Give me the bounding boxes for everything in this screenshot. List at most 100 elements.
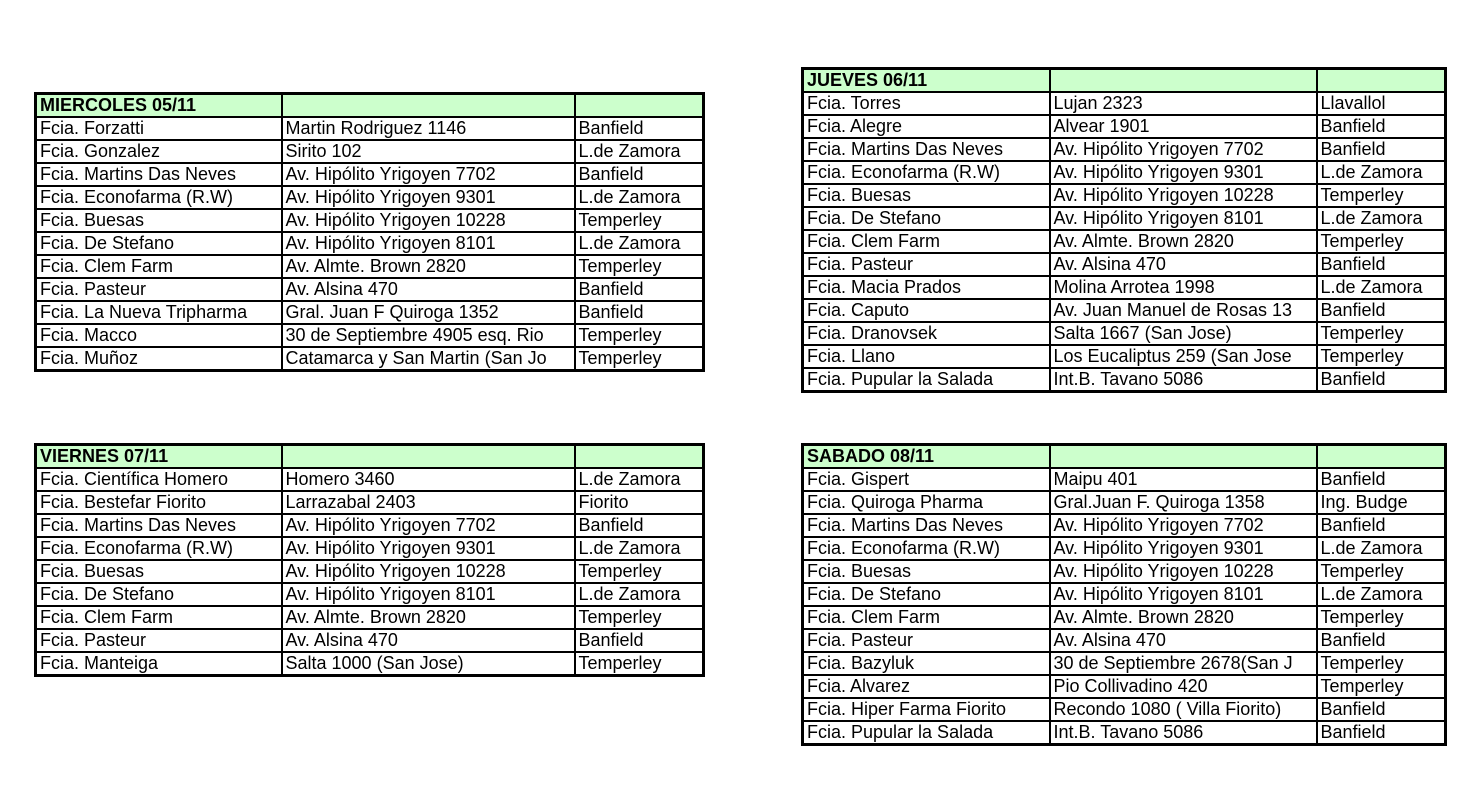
address: Los Eucaliptus 259 (San Jose: [1048, 344, 1318, 369]
address: Av. Alsina 470: [1048, 628, 1318, 653]
pharmacy-name: Fcia. Econofarma (R.W): [801, 536, 1051, 561]
locality: Banfield: [1315, 114, 1447, 139]
pharmacy-name: Fcia. Bestefar Fiorito: [34, 490, 283, 515]
address: Maipu 401: [1048, 467, 1318, 492]
address: Av. Hipólito Yrigoyen 8101: [280, 582, 576, 607]
address: Int.B. Tavano 5086: [1048, 720, 1318, 746]
pharmacy-name: Fcia. De Stefano: [801, 582, 1051, 607]
table-row: Fcia. Econofarma (R.W) Av. Hipólito Yrigo…: [801, 536, 1447, 561]
pharmacy-name: Fcia. Alegre: [801, 114, 1051, 139]
schedule-table-jueves: JUEVES 06/11 Fcia. Torres Lujan 2323 Llaval…: [801, 67, 1447, 393]
locality: Banfield: [573, 277, 705, 302]
pharmacy-name: Fcia. De Stefano: [801, 206, 1051, 231]
address: Av. Alsina 470: [280, 277, 576, 302]
locality: Temperley: [1315, 321, 1447, 346]
locality: Temperley: [573, 254, 705, 279]
address: Homero 3460: [280, 467, 576, 492]
pharmacy-name: Fcia. Buesas: [801, 183, 1051, 208]
pharmacy-name: Fcia. Martins Das Neves: [34, 162, 283, 187]
pharmacy-name: Fcia. Pasteur: [801, 252, 1051, 277]
address: Sirito 102: [280, 139, 576, 164]
pharmacy-name: Fcia. La Nueva Tripharma: [34, 300, 283, 325]
table-row: Fcia. Econofarma (R.W) Av. Hipólito Yrigo…: [34, 536, 705, 561]
table-row: Fcia. Clem Farm Av. Almte. Brown 2820 Temp…: [801, 229, 1447, 254]
locality: Temperley: [573, 605, 705, 630]
table-row: Fcia. Bazyluk 30 de Septiembre 2678(San J…: [801, 651, 1447, 676]
address: Salta 1000 (San Jose): [280, 651, 576, 677]
pharmacy-name: Fcia. Buesas: [34, 559, 283, 584]
pharmacy-name: Fcia. Pasteur: [34, 628, 283, 653]
locality: Banfield: [573, 162, 705, 187]
address: Av. Almte. Brown 2820: [280, 605, 576, 630]
table-row: Fcia. Alegre Alvear 1901 Banfield: [801, 114, 1447, 139]
locality: L.de Zamora: [573, 185, 705, 210]
locality: Banfield: [1315, 697, 1447, 722]
locality: L.de Zamora: [573, 582, 705, 607]
locality: L.de Zamora: [573, 139, 705, 164]
locality: Temperley: [1315, 651, 1447, 676]
address: Salta 1667 (San Jose): [1048, 321, 1318, 346]
pharmacy-name: Fcia. Caputo: [801, 298, 1051, 323]
table-row: Fcia. La Nueva Tripharma Gral. Juan F Qui…: [34, 300, 705, 325]
table-row: Fcia. Pasteur Av. Alsina 470 Banfield: [34, 628, 705, 653]
pharmacy-name: Fcia. Forzatti: [34, 116, 283, 141]
pharmacy-name: Fcia. Pupular la Salada: [801, 367, 1051, 393]
locality: Temperley: [1315, 605, 1447, 630]
locality: Temperley: [573, 323, 705, 348]
address: Gral.Juan F. Quiroga 1358: [1048, 490, 1318, 515]
locality: Banfield: [1315, 467, 1447, 492]
address: Av. Hipólito Yrigoyen 9301: [280, 536, 576, 561]
pharmacy-name: Fcia. Gispert: [801, 467, 1051, 492]
pharmacy-name: Fcia. Muñoz: [34, 346, 283, 372]
table-row: Fcia. Martins Das Neves Av. Hipólito Yrig…: [801, 137, 1447, 162]
address: Molina Arrotea 1998: [1048, 275, 1318, 300]
address: Martin Rodriguez 1146: [280, 116, 576, 141]
header-cell: [280, 443, 576, 469]
header-cell: [1048, 67, 1318, 93]
address: Av. Hipólito Yrigoyen 9301: [280, 185, 576, 210]
table-row: Fcia. Hiper Farma Fiorito Recondo 1080 ( …: [801, 697, 1447, 722]
locality: Temperley: [1315, 229, 1447, 254]
address: Alvear 1901: [1048, 114, 1318, 139]
day-title: SABADO 08/11: [801, 443, 1051, 469]
address: Gral. Juan F Quiroga 1352: [280, 300, 576, 325]
address: 30 de Septiembre 2678(San J: [1048, 651, 1318, 676]
pharmacy-name: Fcia. Econofarma (R.W): [34, 536, 283, 561]
header-cell: [280, 92, 576, 118]
header-row: JUEVES 06/11: [801, 67, 1447, 93]
header-cell: [1315, 67, 1447, 93]
locality: L.de Zamora: [573, 231, 705, 256]
table-row: Fcia. De Stefano Av. Hipólito Yrigoyen 81…: [801, 582, 1447, 607]
address: Av. Hipólito Yrigoyen 9301: [1048, 160, 1318, 185]
address: Av. Hipólito Yrigoyen 7702: [280, 162, 576, 187]
table-row: Fcia. Muñoz Catamarca y San Martin (San J…: [34, 346, 705, 372]
locality: Banfield: [1315, 513, 1447, 538]
locality: Temperley: [1315, 183, 1447, 208]
pharmacy-name: Fcia. De Stefano: [34, 231, 283, 256]
pharmacy-name: Fcia. Martins Das Neves: [801, 513, 1051, 538]
table-row: Fcia. Buesas Av. Hipólito Yrigoyen 10228 T…: [801, 559, 1447, 584]
locality: Banfield: [1315, 252, 1447, 277]
address: Av. Hipólito Yrigoyen 8101: [1048, 582, 1318, 607]
address: Lujan 2323: [1048, 91, 1318, 116]
address: Av. Juan Manuel de Rosas 13: [1048, 298, 1318, 323]
table-row: Fcia. Macco 30 de Septiembre 4905 esq. Ri…: [34, 323, 705, 348]
locality: L.de Zamora: [1315, 536, 1447, 561]
pharmacy-name: Fcia. Alvarez: [801, 674, 1051, 699]
locality: Banfield: [573, 628, 705, 653]
header-cell: [1048, 443, 1318, 469]
table-row: Fcia. Torres Lujan 2323 Llavallol: [801, 91, 1447, 116]
pharmacy-name: Fcia. Llano: [801, 344, 1051, 369]
pharmacy-name: Fcia. Clem Farm: [801, 229, 1051, 254]
locality: Temperley: [1315, 559, 1447, 584]
locality: Temperley: [573, 651, 705, 677]
pharmacy-name: Fcia. Dranovsek: [801, 321, 1051, 346]
address: Av. Hipólito Yrigoyen 7702: [280, 513, 576, 538]
locality: Banfield: [573, 116, 705, 141]
table-row: Fcia. Caputo Av. Juan Manuel de Rosas 13 B…: [801, 298, 1447, 323]
pharmacy-name: Fcia. Martins Das Neves: [34, 513, 283, 538]
address: Av. Hipólito Yrigoyen 10228: [1048, 559, 1318, 584]
address: Av. Almte. Brown 2820: [1048, 605, 1318, 630]
schedule-table-sabado: SABADO 08/11 Fcia. Gispert Maipu 401 Banfie…: [801, 443, 1447, 746]
table-row: Fcia. Clem Farm Av. Almte. Brown 2820 Temp…: [34, 605, 705, 630]
